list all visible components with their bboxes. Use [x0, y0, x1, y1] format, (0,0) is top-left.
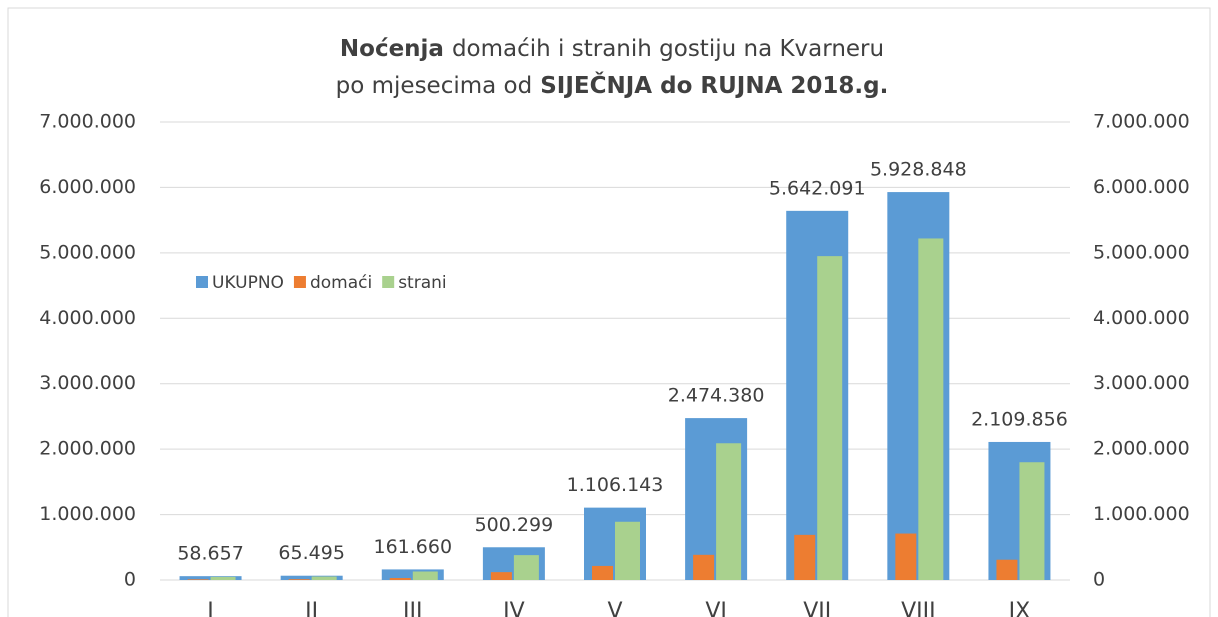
y2-tick-label: 0 [1093, 569, 1105, 591]
data-label: 1.106.143 [567, 474, 664, 496]
data-label: 58.657 [177, 543, 243, 565]
y2-tick-label: 3.000.000 [1093, 372, 1190, 394]
bar [693, 554, 715, 580]
x-tick-label: IV [503, 599, 525, 617]
title-part: domaćih i stranih gostiju na Kvarneru [452, 36, 884, 62]
y2-tick-label: 2.000.000 [1093, 438, 1190, 460]
bar [895, 533, 917, 580]
bar [288, 579, 310, 580]
legend-swatch [293, 276, 306, 288]
y2-tick-label: 5.000.000 [1093, 241, 1190, 263]
x-tick-label: VII [803, 599, 831, 617]
y-tick-label: 4.000.000 [39, 307, 136, 329]
title-part: Noćenja [340, 36, 444, 62]
x-tick-label: II [305, 599, 318, 617]
data-label: 161.660 [373, 536, 452, 558]
bar [490, 572, 512, 580]
bar [615, 521, 640, 580]
y-tick-label: 0 [124, 569, 136, 591]
bar [918, 238, 944, 580]
x-tick-label: VI [705, 599, 727, 617]
y-tick-label: 7.000.000 [39, 111, 136, 133]
y-tick-label: 3.000.000 [39, 372, 136, 394]
y-tick-label: 1.000.000 [39, 503, 136, 525]
bar [1019, 462, 1045, 580]
bar [996, 559, 1018, 580]
bar [817, 256, 843, 580]
data-label: 5.928.848 [870, 159, 967, 181]
chart-title: Noćenja domaćih i stranih gostiju na Kvar… [340, 36, 884, 62]
data-label: 65.495 [278, 542, 344, 564]
legend-label: domaći [310, 273, 372, 293]
x-tick-label: V [607, 599, 622, 617]
y-tick-label: 5.000.000 [39, 241, 136, 263]
bar [716, 443, 742, 580]
x-tick-label: I [207, 599, 214, 617]
y2-tick-label: 7.000.000 [1093, 111, 1190, 133]
y2-tick-label: 1.000.000 [1093, 503, 1190, 525]
x-tick-label: IX [1009, 599, 1031, 617]
y2-tick-label: 6.000.000 [1093, 176, 1190, 198]
y-tick-label: 2.000.000 [39, 438, 136, 460]
bar [412, 571, 438, 580]
x-tick-label: VIII [901, 599, 936, 617]
legend-swatch [196, 276, 208, 288]
title-part: po mjesecima od [336, 73, 533, 99]
y-tick-label: 6.000.000 [39, 176, 136, 198]
chart-subtitle: po mjesecima od SIJEČNJA do RUJNA 2018.g. [336, 71, 889, 99]
title-part: SIJEČNJA do RUJNA 2018.g. [540, 71, 888, 99]
legend-label: UKUPNO [212, 273, 284, 293]
data-label: 500.299 [475, 514, 554, 536]
legend-label: strani [398, 273, 446, 293]
chart-border [7, 7, 1211, 617]
data-label: 2.474.380 [668, 385, 765, 407]
y2-tick-label: 4.000.000 [1093, 307, 1190, 329]
bar [187, 579, 209, 580]
data-label: 5.642.091 [769, 177, 866, 199]
data-label: 2.109.856 [971, 408, 1068, 430]
bar [311, 576, 337, 580]
bar [210, 576, 236, 580]
x-tick-label: III [403, 599, 422, 617]
bar [794, 534, 816, 580]
bar [592, 565, 613, 580]
bar [513, 555, 539, 580]
legend-swatch [382, 276, 395, 288]
bar [389, 578, 411, 580]
